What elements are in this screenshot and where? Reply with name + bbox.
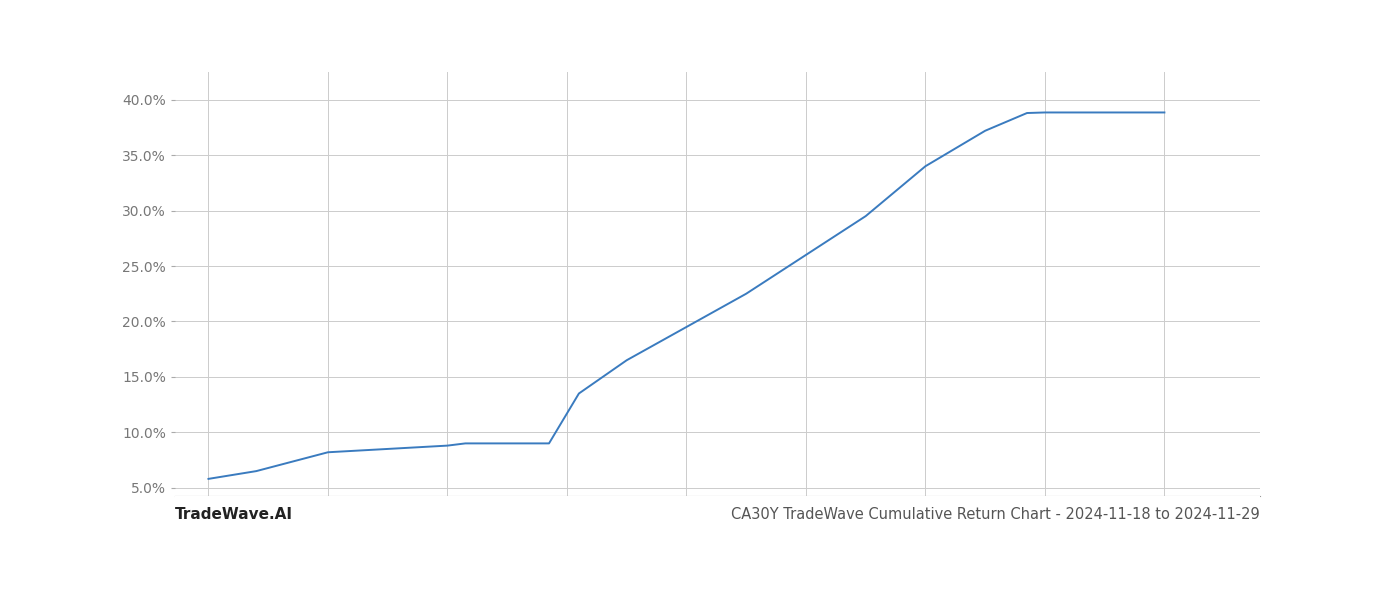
Text: CA30Y TradeWave Cumulative Return Chart - 2024-11-18 to 2024-11-29: CA30Y TradeWave Cumulative Return Chart …: [731, 507, 1260, 522]
Text: TradeWave.AI: TradeWave.AI: [175, 507, 293, 522]
